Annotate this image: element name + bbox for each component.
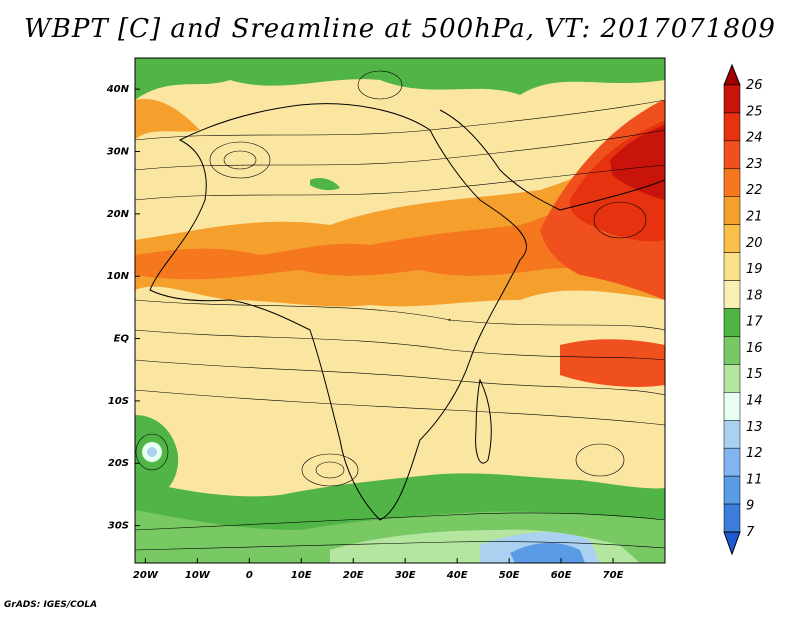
lon-label: 20W bbox=[133, 570, 159, 581]
lon-label: 10E bbox=[291, 570, 312, 581]
colorbar-swatch bbox=[723, 308, 741, 337]
lat-label: EQ bbox=[114, 334, 130, 345]
colorbar-label: 12 bbox=[746, 446, 763, 461]
latitude-axis: 40N 30N 20N 10N EQ 10S 20S 30S bbox=[106, 84, 140, 532]
lon-label: 50E bbox=[499, 570, 520, 581]
colorbar-swatch bbox=[723, 503, 741, 533]
colorbar-swatch bbox=[723, 112, 741, 142]
map-title: WBPT [C] and Sreamline at 500hPa, VT: 20… bbox=[24, 14, 776, 44]
colorbar-label: 17 bbox=[746, 315, 763, 330]
colorbar: 26 25 24 23 22 21 20 19 18 17 16 15 14 13 12 11 9 7 bbox=[723, 63, 763, 556]
lat-label: 40N bbox=[106, 84, 130, 95]
colorbar-label: 16 bbox=[746, 341, 763, 356]
streamlines bbox=[135, 70, 665, 551]
colorbar-label: 18 bbox=[746, 288, 763, 303]
colorbar-label: 26 bbox=[746, 78, 763, 93]
colorbar-top-arrow bbox=[723, 63, 741, 86]
colorbar-label: 19 bbox=[746, 262, 763, 277]
colorbar-swatch bbox=[723, 252, 741, 281]
lon-label: 40E bbox=[446, 570, 468, 581]
colorbar-label: 20 bbox=[746, 236, 763, 251]
lon-label: 10W bbox=[185, 570, 211, 581]
colorbar-label: 14 bbox=[746, 394, 763, 409]
colorbar-label: 22 bbox=[746, 183, 763, 198]
longitude-axis: 20W 10W 0 10E 20E 30E 40E 50E 60E 70E bbox=[133, 558, 624, 581]
colorbar-bottom-arrow bbox=[723, 531, 741, 556]
wbpt-shading bbox=[135, 58, 665, 563]
colorbar-label: 15 bbox=[746, 367, 763, 382]
lon-label: 30E bbox=[395, 570, 416, 581]
colorbar-swatch bbox=[723, 168, 741, 197]
lat-label: 10S bbox=[108, 396, 129, 407]
lat-label: 30N bbox=[107, 147, 130, 158]
colorbar-label: 13 bbox=[746, 420, 763, 435]
colorbar-swatch bbox=[723, 475, 741, 505]
lat-label: 20S bbox=[108, 458, 129, 469]
colorbar-label: 24 bbox=[746, 131, 763, 146]
footer-credit: GrADS: IGES/COLA bbox=[4, 600, 98, 610]
colorbar-label: 7 bbox=[746, 525, 755, 540]
colorbar-swatch bbox=[723, 392, 741, 421]
lon-label: 70E bbox=[603, 570, 624, 581]
colorbar-label: 11 bbox=[746, 472, 763, 487]
colorbar-swatch bbox=[723, 280, 741, 309]
lat-label: 30S bbox=[108, 521, 129, 532]
colorbar-swatch bbox=[723, 420, 741, 449]
colorbar-swatch bbox=[723, 196, 741, 225]
colorbar-swatch bbox=[723, 336, 741, 365]
lon-label: 60E bbox=[551, 570, 572, 581]
colorbar-swatch bbox=[723, 84, 741, 114]
lon-label: 0 bbox=[246, 570, 253, 581]
lat-label: 10N bbox=[107, 271, 130, 282]
colorbar-label: 23 bbox=[746, 157, 763, 172]
colorbar-label: 9 bbox=[746, 499, 754, 514]
plot-frame bbox=[134, 57, 666, 564]
colorbar-label: 25 bbox=[746, 104, 763, 119]
colorbar-swatch bbox=[723, 224, 741, 253]
colorbar-swatch bbox=[723, 140, 741, 170]
colorbar-swatch bbox=[723, 447, 741, 477]
colorbar-swatch bbox=[723, 364, 741, 393]
lon-label: 20E bbox=[343, 570, 364, 581]
lat-label: 20N bbox=[107, 209, 130, 220]
colorbar-label: 21 bbox=[746, 209, 763, 224]
